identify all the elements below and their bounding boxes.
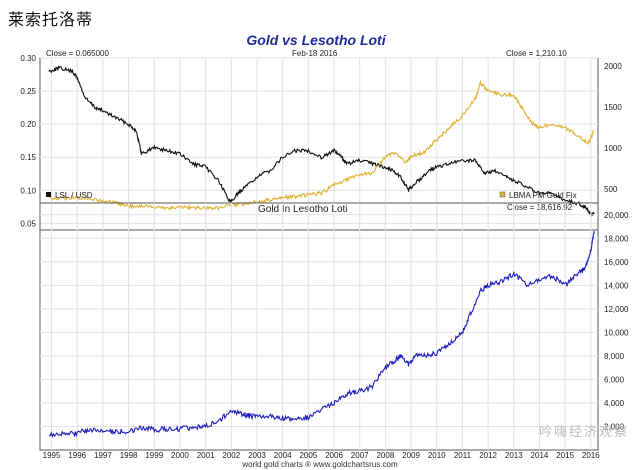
x-tick-2012: 2012 [479, 451, 497, 460]
bottom-gridlines [40, 203, 598, 450]
left-tick-5: 0.05 [20, 219, 36, 228]
watermark: 吟嗨经济观察 [538, 425, 629, 440]
right-close-label: Close = 1,210.10 [506, 49, 567, 58]
legend-right-label: LBMA PM Gold Fix [509, 191, 577, 200]
x-tick-1996: 1996 [68, 451, 86, 460]
bottom-series-group [49, 230, 595, 438]
legend-right-swatch [499, 191, 506, 198]
x-tick-2015: 2015 [556, 451, 574, 460]
x-tick-1995: 1995 [43, 451, 61, 460]
top-left-axis-ticks: 0.30 0.25 0.20 0.15 0.10 0.05 [20, 54, 36, 228]
bottom-right-tick-6: 8,000 [604, 352, 625, 361]
left-tick-3: 0.15 [20, 153, 36, 162]
x-tick-2000: 2000 [171, 451, 189, 460]
right-tick-2: 1000 [604, 144, 622, 153]
top-gridlines [40, 57, 598, 230]
series-lsl-usd-line [48, 65, 595, 217]
x-tick-2007: 2007 [351, 451, 369, 460]
left-tick-4: 0.10 [20, 186, 36, 195]
x-tick-2003: 2003 [248, 451, 266, 460]
left-tick-1: 0.25 [20, 87, 36, 96]
x-tick-2001: 2001 [197, 451, 215, 460]
page-header-title: 莱索托洛蒂 [8, 10, 94, 29]
bottom-right-tick-2: 16,000 [604, 258, 629, 267]
bottom-right-tick-0: 20,000 [604, 211, 629, 220]
right-tick-1: 1500 [604, 103, 622, 112]
bottom-chart-title: Gold In Lesotho Loti [258, 204, 348, 215]
x-tick-1997: 1997 [94, 451, 112, 460]
x-tick-2011: 2011 [454, 451, 472, 460]
x-tick-1998: 1998 [120, 451, 138, 460]
top-right-axis-ticks: 2000 1500 1000 500 [604, 62, 622, 194]
right-tick-3: 500 [604, 185, 618, 194]
series-gold-in-loti-line [49, 230, 595, 438]
top-series-group [48, 65, 595, 217]
x-tick-2009: 2009 [402, 451, 420, 460]
x-tick-2006: 2006 [325, 451, 343, 460]
x-tick-2005: 2005 [299, 451, 317, 460]
left-tick-2: 0.20 [20, 120, 36, 129]
x-tick-2016: 2016 [582, 451, 600, 460]
bottom-right-tick-9: 2,000 [604, 422, 625, 431]
legend-left-swatch [46, 192, 51, 197]
bottom-right-tick-4: 12,000 [604, 305, 629, 314]
legend-left-label: LSL / USD [55, 191, 93, 200]
x-tick-2014: 2014 [531, 451, 549, 460]
bottom-right-axis-ticks: 20,000 18,000 16,000 14,000 12,000 10,000 8,00… [604, 211, 629, 432]
x-tick-2010: 2010 [428, 451, 446, 460]
x-tick-2004: 2004 [274, 451, 292, 460]
x-tick-2008: 2008 [376, 451, 394, 460]
right-tick-0: 2000 [604, 62, 622, 71]
bottom-right-tick-3: 14,000 [604, 281, 629, 290]
date-label: Feb-18 2016 [292, 49, 338, 58]
left-tick-0: 0.30 [20, 54, 36, 63]
x-axis-ticks: 1995 1996 1997 1998 1999 2000 2001 2002 2003 2004… [43, 451, 601, 460]
x-tick-2002: 2002 [222, 451, 240, 460]
x-tick-1999: 1999 [145, 451, 163, 460]
chart-footer: world gold charts ® www.goldchartsrus.co… [241, 460, 398, 469]
top-chart-title: Gold vs Lesotho Loti [246, 32, 386, 48]
gold-charts-figure: Gold vs Lesotho Loti Close = 0.065000 Fe… [20, 32, 629, 469]
bottom-right-tick-1: 18,000 [604, 234, 629, 243]
series-lbma-gold-fix-line [49, 79, 595, 211]
bottom-plot-frame [39, 202, 599, 451]
left-close-label: Close = 0.065000 [46, 49, 109, 58]
bottom-right-tick-5: 10,000 [604, 328, 629, 337]
bottom-right-tick-7: 6,000 [604, 375, 625, 384]
x-tick-2013: 2013 [505, 451, 523, 460]
bottom-right-tick-8: 4,000 [604, 399, 625, 408]
